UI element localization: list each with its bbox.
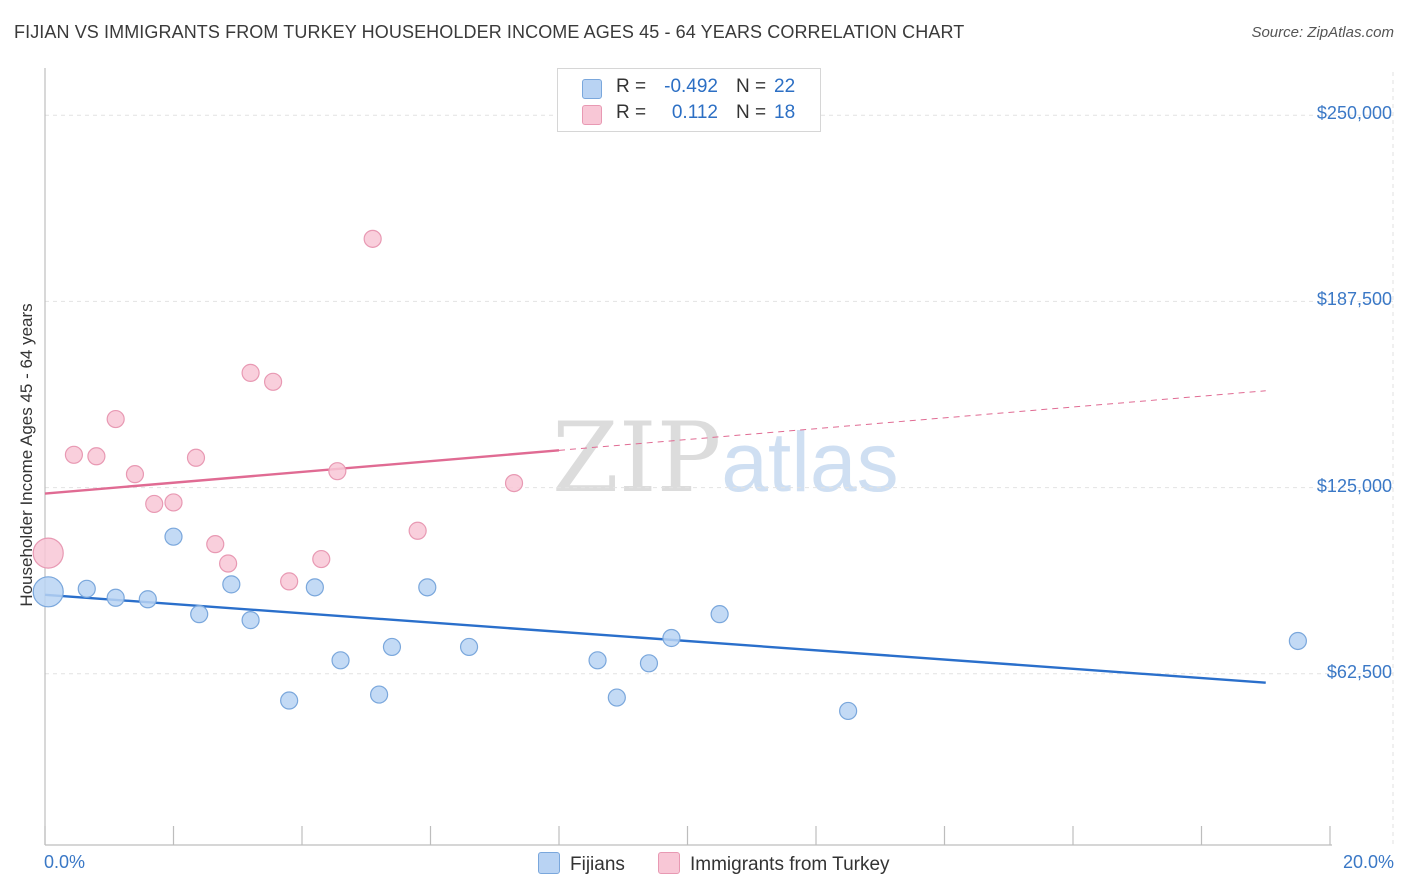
- fijians-point-13: [418, 578, 437, 597]
- watermark-atlas: atlas: [721, 415, 899, 509]
- turkey-point-11: [263, 372, 283, 391]
- turkey-point-17: [504, 473, 524, 493]
- n-value: 22: [774, 76, 796, 97]
- fijians-point-21: [1288, 631, 1307, 651]
- r-label: R =: [616, 76, 647, 97]
- fijians-point-20: [839, 701, 858, 721]
- fijians-point-8: [280, 691, 299, 710]
- chart-title: FIJIAN VS IMMIGRANTS FROM TURKEY HOUSEHO…: [14, 22, 965, 42]
- fijians-point-16: [607, 688, 626, 707]
- fijians-point-12: [382, 637, 402, 657]
- axes: [44, 68, 1332, 846]
- fijians-swatch: [582, 79, 602, 99]
- turkey-point-3: [106, 409, 125, 429]
- watermark: ZIPatlas: [552, 402, 899, 514]
- watermark-zip: ZIP: [552, 402, 722, 514]
- legend-item-turkey: Immigrants from Turkey: [658, 852, 890, 876]
- turkey-point-8: [206, 535, 225, 554]
- fijians-point-18: [662, 628, 681, 648]
- n-label: N =: [736, 102, 767, 123]
- y-tick-label: $62,500: [1326, 661, 1392, 682]
- fijians-point-17: [639, 654, 659, 673]
- turkey-point-16: [408, 521, 427, 540]
- n-value: 18: [774, 102, 796, 123]
- legend-item-fijians: Fijians: [538, 852, 625, 876]
- turkey-point-7: [186, 448, 206, 467]
- fijians-point-1: [77, 579, 96, 598]
- turkey-point-2: [87, 447, 106, 466]
- turkey-point-5: [145, 494, 164, 514]
- fijians-point-3: [138, 590, 157, 609]
- turkey-point-12: [280, 572, 299, 591]
- fijians-point-15: [588, 651, 607, 670]
- turkey-trend-extension: [558, 390, 1266, 451]
- fijians-point-6: [222, 575, 241, 594]
- turkey-point-15: [363, 229, 382, 248]
- r-value: -0.492: [664, 76, 718, 97]
- y-tick-label: $187,500: [1316, 289, 1392, 310]
- fijians-legend-label: Fijians: [570, 854, 625, 875]
- turkey-point-14: [328, 462, 347, 481]
- fijians-point-11: [370, 685, 389, 704]
- y-tick-label: $125,000: [1316, 475, 1392, 496]
- stats-legend: R = -0.492 N = 22 R = 0.112 N = 18: [557, 68, 821, 132]
- r-value: 0.112: [671, 102, 718, 123]
- grid: [45, 72, 1395, 845]
- turkey-point-13: [312, 549, 331, 569]
- turkey-swatch: [582, 105, 602, 125]
- fijians-point-4: [164, 527, 183, 546]
- fijians-point-5: [190, 605, 209, 624]
- x-tick-label-max: 20.0%: [1342, 852, 1394, 872]
- trend-lines: [44, 390, 1266, 684]
- fijians-point-10: [331, 651, 350, 670]
- y-axis-label: Householder Income Ages 45 - 64 years: [17, 303, 36, 607]
- fijians-legend-swatch: [538, 852, 560, 874]
- x-tick-label-min: 0.0%: [44, 852, 86, 872]
- turkey-point-6: [164, 493, 183, 512]
- y-tick-label: $250,000: [1316, 103, 1392, 124]
- turkey-legend-label: Immigrants from Turkey: [690, 854, 890, 875]
- turkey-trend-line: [44, 449, 560, 495]
- n-label: N =: [736, 76, 767, 97]
- turkey-point-9: [219, 554, 238, 573]
- fijians-point-19: [710, 605, 729, 624]
- fijians-trend-line: [44, 593, 1266, 684]
- fijians-point-7: [241, 611, 260, 630]
- turkey-point-1: [64, 445, 84, 464]
- turkey-legend-swatch: [658, 852, 680, 874]
- turkey-point-0: [32, 537, 64, 569]
- turkey-point-10: [241, 363, 260, 382]
- data-points: [32, 229, 1307, 721]
- fijians-point-2: [106, 588, 125, 607]
- fijians-point-0: [32, 576, 64, 608]
- source-label: Source: ZipAtlas.com: [1251, 24, 1394, 41]
- r-label: R =: [616, 102, 647, 123]
- fijians-point-9: [305, 578, 324, 597]
- fijians-point-14: [459, 637, 479, 657]
- turkey-point-4: [125, 465, 145, 484]
